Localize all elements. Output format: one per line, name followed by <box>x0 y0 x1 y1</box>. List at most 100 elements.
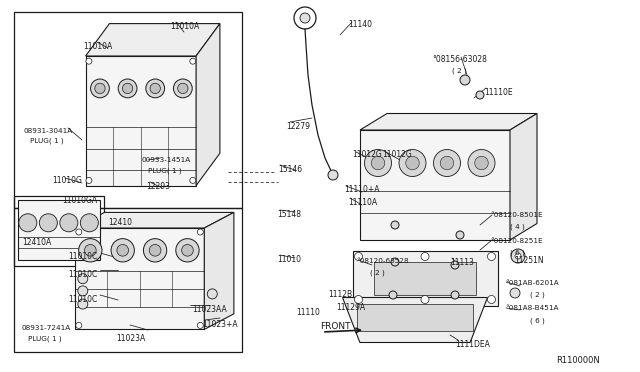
Circle shape <box>150 83 161 94</box>
Circle shape <box>118 79 137 98</box>
Bar <box>360 130 510 240</box>
Circle shape <box>406 156 419 170</box>
Circle shape <box>76 229 82 235</box>
Circle shape <box>197 229 204 235</box>
Circle shape <box>84 244 96 256</box>
Polygon shape <box>360 113 537 130</box>
Circle shape <box>451 291 459 299</box>
Text: 11010C: 11010C <box>68 295 97 304</box>
Bar <box>353 250 497 305</box>
Circle shape <box>440 156 454 170</box>
Circle shape <box>515 253 521 259</box>
Text: 12410: 12410 <box>108 218 132 227</box>
Bar <box>18 200 100 260</box>
Text: 08931-3041A: 08931-3041A <box>24 128 73 134</box>
Circle shape <box>355 253 362 260</box>
Text: °081AB-6201A: °081AB-6201A <box>505 280 559 286</box>
Text: R110000N: R110000N <box>556 356 600 365</box>
Text: 11113: 11113 <box>450 258 474 267</box>
Text: 11010A: 11010A <box>170 22 199 31</box>
Circle shape <box>476 91 484 99</box>
Polygon shape <box>510 113 537 240</box>
Text: 11140: 11140 <box>348 20 372 29</box>
Text: ( 4 ): ( 4 ) <box>510 223 525 230</box>
Text: 12279: 12279 <box>286 122 310 131</box>
Text: 11110+A: 11110+A <box>344 185 380 194</box>
Text: 11023AA: 11023AA <box>192 305 227 314</box>
Circle shape <box>111 239 134 262</box>
Text: 11023+A: 11023+A <box>202 320 237 329</box>
Text: ( 2 ): ( 2 ) <box>370 270 385 276</box>
Text: ( 6 ): ( 6 ) <box>530 318 545 324</box>
Circle shape <box>182 244 193 256</box>
Polygon shape <box>75 212 234 228</box>
Circle shape <box>475 156 488 170</box>
Polygon shape <box>204 212 234 329</box>
Circle shape <box>86 58 92 64</box>
Circle shape <box>421 295 429 304</box>
Text: FRONT: FRONT <box>320 322 351 331</box>
Circle shape <box>328 170 338 180</box>
Circle shape <box>81 214 99 232</box>
Text: ( 6 ): ( 6 ) <box>510 249 525 256</box>
Text: ( 2 ): ( 2 ) <box>452 67 467 74</box>
Text: PLUG( 1 ): PLUG( 1 ) <box>148 167 182 173</box>
Circle shape <box>451 261 459 269</box>
Circle shape <box>468 150 495 176</box>
Text: ( 2 ): ( 2 ) <box>530 292 545 298</box>
Polygon shape <box>196 23 220 186</box>
Bar <box>75 228 204 329</box>
Text: 1112B: 1112B <box>328 290 352 299</box>
Text: 11251N: 11251N <box>514 256 543 265</box>
Circle shape <box>399 150 426 176</box>
Circle shape <box>300 13 310 23</box>
Circle shape <box>421 253 429 260</box>
Text: °08120-8501E: °08120-8501E <box>490 212 543 218</box>
Text: 08931-7241A: 08931-7241A <box>22 325 71 331</box>
Text: 11012G: 11012G <box>382 150 412 159</box>
Text: °081A8-B451A: °081A8-B451A <box>505 305 559 311</box>
Circle shape <box>197 323 204 328</box>
Text: 11010G: 11010G <box>52 176 82 185</box>
Circle shape <box>460 75 470 85</box>
Circle shape <box>488 253 495 260</box>
Text: 11110A: 11110A <box>348 198 377 207</box>
Text: 12410A: 12410A <box>22 238 51 247</box>
Circle shape <box>433 150 461 176</box>
Circle shape <box>365 150 392 176</box>
Circle shape <box>294 7 316 29</box>
Circle shape <box>95 83 105 94</box>
Bar <box>14 196 104 266</box>
Polygon shape <box>342 298 488 343</box>
Text: 15148: 15148 <box>277 210 301 219</box>
Circle shape <box>19 214 37 232</box>
Circle shape <box>78 299 88 309</box>
Circle shape <box>79 239 102 262</box>
Text: 11012G: 11012G <box>352 150 381 159</box>
Bar <box>357 304 473 331</box>
Circle shape <box>176 239 199 262</box>
Bar <box>14 208 242 352</box>
Circle shape <box>78 286 88 296</box>
Circle shape <box>190 58 196 64</box>
Circle shape <box>91 79 109 98</box>
Text: 11010: 11010 <box>277 255 301 264</box>
Circle shape <box>355 295 362 304</box>
Text: 11023A: 11023A <box>116 334 145 343</box>
Text: PLUG( 1 ): PLUG( 1 ) <box>30 138 63 144</box>
Circle shape <box>149 244 161 256</box>
Polygon shape <box>86 23 220 56</box>
Circle shape <box>60 214 78 232</box>
Text: °08120-63528: °08120-63528 <box>356 258 408 264</box>
Circle shape <box>391 258 399 266</box>
Text: °08156-63028: °08156-63028 <box>432 55 487 64</box>
Text: 1111DEA: 1111DEA <box>455 340 490 349</box>
Text: 11010A: 11010A <box>83 42 112 51</box>
Circle shape <box>86 177 92 183</box>
Circle shape <box>207 289 218 299</box>
Text: 11110: 11110 <box>296 308 320 317</box>
Circle shape <box>122 83 132 94</box>
Text: PLUG( 1 ): PLUG( 1 ) <box>28 335 61 341</box>
Circle shape <box>510 288 520 298</box>
Circle shape <box>391 221 399 229</box>
